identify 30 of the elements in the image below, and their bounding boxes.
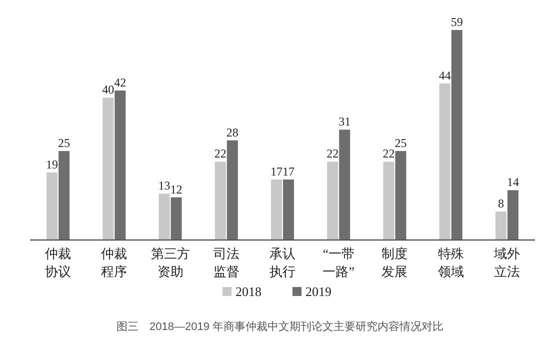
x-tick-label: 仲裁程序 — [101, 246, 128, 279]
data-label: 8 — [498, 196, 504, 211]
x-tick-label: 承认执行 — [270, 246, 296, 279]
data-label: 59 — [450, 15, 463, 29]
data-label: 19 — [46, 157, 58, 172]
x-tick-label: 仲裁协议 — [45, 246, 72, 279]
data-label: 22 — [382, 146, 395, 161]
legend-label: 2019 — [306, 284, 332, 299]
data-label: 25 — [394, 136, 407, 150]
x-tick-label: 第三方资助 — [150, 246, 190, 279]
data-label: 44 — [438, 68, 451, 82]
data-label: 40 — [102, 82, 114, 97]
data-label: 42 — [114, 76, 126, 90]
data-label: 17 — [282, 164, 294, 178]
data-label: 17 — [270, 164, 282, 178]
x-tick-label: 特殊领域 — [438, 246, 464, 279]
data-label: 13 — [158, 178, 170, 193]
data-label: 22 — [214, 146, 226, 161]
x-tick-label: 司法监督 — [213, 246, 240, 279]
legend-label: 2018 — [236, 284, 262, 299]
text: 图三 2018—2019 年商事仲裁中文期刊论文主要研究内容情况对比 — [116, 320, 444, 333]
x-tick-label: 域外立法 — [492, 246, 520, 279]
data-label: 22 — [326, 146, 339, 161]
x-tick-label: 制度发展 — [382, 246, 408, 279]
x-tick-label: “一带一路” — [322, 246, 355, 279]
data-label: 28 — [226, 125, 238, 140]
data-label: 12 — [170, 182, 182, 196]
data-label: 31 — [338, 114, 351, 129]
data-label: 14 — [506, 175, 519, 190]
data-label: 25 — [58, 136, 70, 150]
